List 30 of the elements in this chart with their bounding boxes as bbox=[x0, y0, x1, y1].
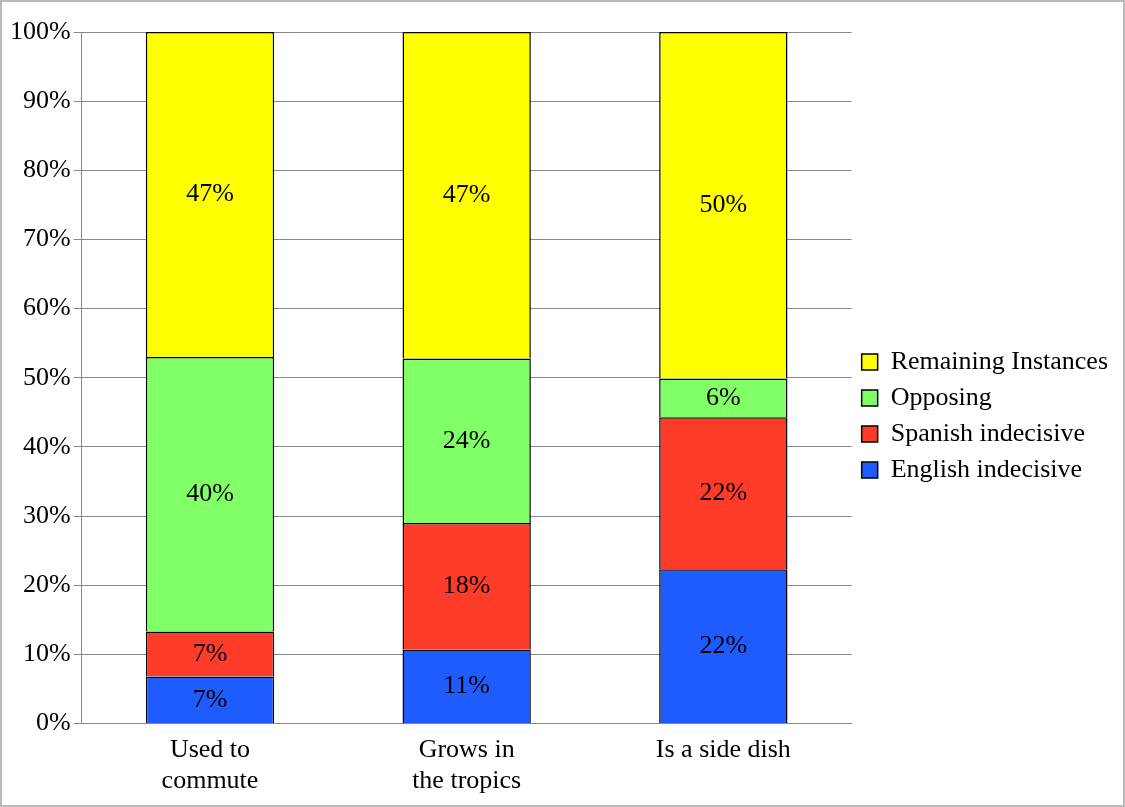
legend-label: Opposing bbox=[890, 381, 992, 411]
y-tick-label: 30% bbox=[22, 499, 71, 529]
legend-label: English indecisive bbox=[890, 453, 1083, 483]
y-tick-label: 40% bbox=[22, 430, 71, 460]
data-label: 7% bbox=[192, 637, 228, 667]
legend-label: Remaining Instances bbox=[890, 345, 1109, 375]
legend-label: Spanish indecisive bbox=[890, 417, 1085, 447]
data-label: 47% bbox=[186, 178, 234, 208]
data-label: 18% bbox=[442, 570, 491, 600]
data-label: 40% bbox=[186, 478, 234, 508]
y-tick-label: 80% bbox=[22, 154, 71, 184]
y-tick-label: 0% bbox=[35, 707, 71, 737]
data-label: 6% bbox=[706, 381, 741, 411]
y-tick-label: 50% bbox=[22, 361, 71, 391]
y-tick-label: 20% bbox=[22, 569, 71, 599]
data-label: 22% bbox=[699, 630, 748, 660]
x-tick-label: Grows in the tropics bbox=[412, 734, 522, 795]
x-tick-label: Is a side dish bbox=[655, 734, 791, 764]
y-tick-label: 70% bbox=[22, 223, 71, 253]
data-label: 24% bbox=[442, 424, 491, 454]
data-label: 7% bbox=[192, 683, 228, 713]
data-label: 50% bbox=[699, 189, 748, 219]
data-label: 22% bbox=[699, 477, 748, 507]
y-tick-label: 10% bbox=[22, 638, 71, 668]
data-label: 11% bbox=[443, 670, 491, 700]
data-label: 47% bbox=[442, 179, 491, 209]
y-tick-label: 100% bbox=[9, 15, 71, 45]
y-tick-label: 60% bbox=[22, 292, 71, 322]
x-tick-label: Used to commute bbox=[161, 734, 259, 795]
y-tick-label: 90% bbox=[22, 84, 71, 114]
